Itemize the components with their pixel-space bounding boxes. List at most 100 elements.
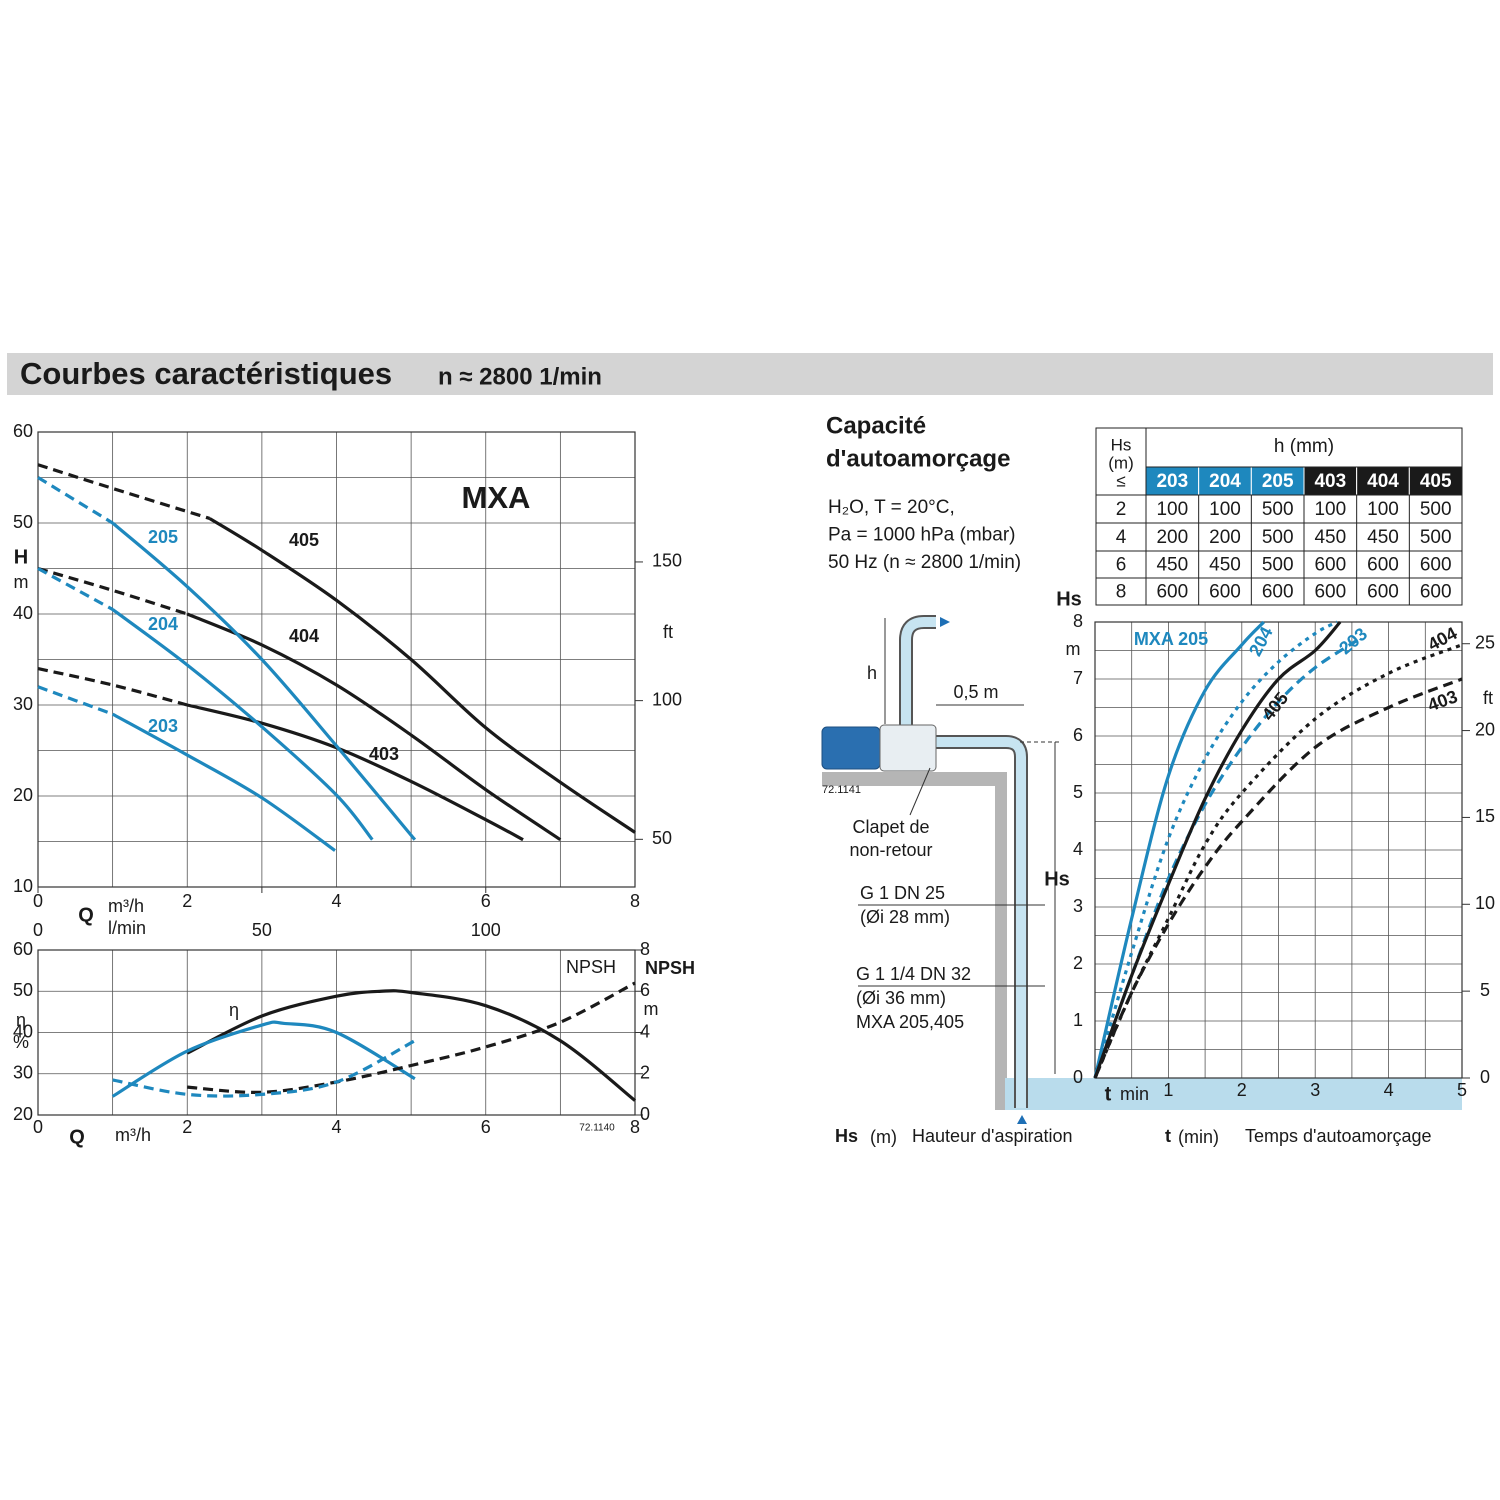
x-tick-label: 8	[630, 891, 640, 911]
x-tick-label: 5	[1457, 1080, 1467, 1100]
inlet-arrow	[1017, 1115, 1027, 1124]
table-cell: 500	[1262, 555, 1294, 576]
y-tick-label: 8	[1073, 611, 1083, 631]
table-cell: 500	[1420, 499, 1452, 520]
table-cell: 500	[1262, 499, 1294, 520]
table-cell: 100	[1314, 499, 1346, 520]
x-tick-label: 2	[182, 891, 192, 911]
table-cell: 600	[1367, 582, 1399, 603]
series-label: 403	[369, 744, 399, 764]
y-tick-label: 1	[1073, 1010, 1083, 1030]
footer-symbol: Hs	[835, 1126, 858, 1146]
diagram-label: MXA 205,405	[856, 1012, 964, 1032]
table-corner: (m)	[1108, 453, 1133, 472]
series-label: 404	[289, 626, 319, 646]
curve	[1093, 677, 1463, 1079]
table-cell: 6	[1116, 555, 1127, 576]
axis-title: Hs	[1056, 588, 1082, 610]
table-cell: 600	[1314, 555, 1346, 576]
curve	[112, 1039, 416, 1098]
pump-body	[879, 724, 937, 772]
y2-tick-label: 15	[1475, 806, 1495, 826]
series-label: 203	[148, 716, 178, 736]
plot-frame	[1094, 621, 1463, 1079]
table-cell: 600	[1420, 582, 1452, 603]
axis-title: m	[644, 999, 659, 1019]
series-label: MXA 205	[1134, 629, 1208, 649]
column-header: 203	[1156, 471, 1188, 492]
y2-tick-label: 6	[640, 980, 650, 1000]
x-tick-label: 2	[182, 1117, 192, 1137]
y-tick-label: 4	[1073, 839, 1083, 859]
axis-title: m	[14, 572, 29, 592]
table-cell: 600	[1209, 582, 1241, 603]
figure-code: 72.1140	[579, 1123, 615, 1134]
curve	[1093, 620, 1338, 1079]
axis-title: t	[1105, 1083, 1112, 1105]
series-label: 204	[1245, 623, 1277, 659]
y-tick-label: 30	[13, 694, 33, 714]
curve	[37, 463, 211, 520]
series-label: 204	[148, 614, 178, 634]
diagram-label: G 1 1/4 DN 32	[856, 964, 971, 984]
x-tick-label: 3	[1310, 1080, 1320, 1100]
x2-tick-label: 0	[33, 920, 43, 940]
x-tick-label: 1	[1163, 1080, 1173, 1100]
y-tick-label: 7	[1073, 668, 1083, 688]
water	[1005, 1078, 1462, 1110]
annotation: η	[229, 1000, 239, 1020]
y-tick-label: 2	[1073, 953, 1083, 973]
curve	[37, 476, 114, 525]
table-cell: 500	[1262, 527, 1294, 548]
y2-tick-label: 0	[640, 1104, 650, 1124]
x-tick-label: 4	[331, 1117, 341, 1137]
header-title: Courbes caractéristiques	[20, 356, 392, 391]
axis-title: m³/h	[108, 896, 144, 916]
table-cell: 600	[1420, 555, 1452, 576]
curve	[1093, 643, 1463, 1079]
condition: 50 Hz (n ≈ 2800 1/min)	[828, 552, 1021, 573]
y2-tick-label: 5	[1480, 980, 1490, 1000]
curve	[111, 712, 336, 852]
y2-tick-label: 4	[640, 1021, 650, 1041]
diagram-label: G 1 DN 25	[860, 883, 945, 903]
plot-frame	[37, 431, 636, 888]
curve	[37, 685, 114, 716]
diagram-label: Hs	[1044, 868, 1070, 890]
valve-leader	[909, 767, 931, 816]
y2-tick-label: 0	[1480, 1067, 1490, 1087]
y-tick-label: 60	[13, 421, 33, 441]
axis-title: m³/h	[115, 1125, 151, 1145]
curve	[187, 981, 636, 1094]
y2-tick-label: 150	[652, 551, 682, 571]
y-tick-label: 30	[13, 1063, 33, 1083]
discharge-pipe-inner	[901, 617, 936, 727]
section-title: d'autoamorçage	[826, 445, 1010, 472]
diagram-label: (Øi 36 mm)	[856, 988, 946, 1008]
y-tick-label: 5	[1073, 782, 1083, 802]
header-band	[7, 353, 1493, 395]
table-cell: 4	[1116, 527, 1127, 548]
suction-pipe-inner	[932, 737, 1026, 1108]
y-tick-label: 3	[1073, 896, 1083, 916]
y-tick-label: 0	[1073, 1067, 1083, 1087]
curve	[186, 612, 562, 842]
installation-diagram	[821, 615, 1462, 1124]
diagram-label: 0,5 m	[953, 682, 998, 702]
axis-title: l/min	[108, 918, 146, 938]
figure-code: 72.1141	[822, 784, 861, 796]
diagram-label: (Øi 28 mm)	[860, 907, 950, 927]
table-corner: Hs	[1111, 435, 1132, 454]
y2-tick-label: 50	[652, 828, 672, 848]
y2-tick-label: 20	[1475, 719, 1495, 739]
axis-title: Q	[78, 904, 94, 926]
table-cell: 200	[1209, 527, 1241, 548]
axis-title: NPSH	[645, 958, 695, 978]
footer-text: Temps d'autoamorçage	[1245, 1126, 1432, 1146]
footer-unit: (m)	[870, 1127, 897, 1147]
y-tick-label: 10	[13, 876, 33, 896]
x-tick-label: 6	[481, 1117, 491, 1137]
chart-title: MXA	[462, 480, 531, 515]
y2-tick-label: 10	[1475, 893, 1495, 913]
